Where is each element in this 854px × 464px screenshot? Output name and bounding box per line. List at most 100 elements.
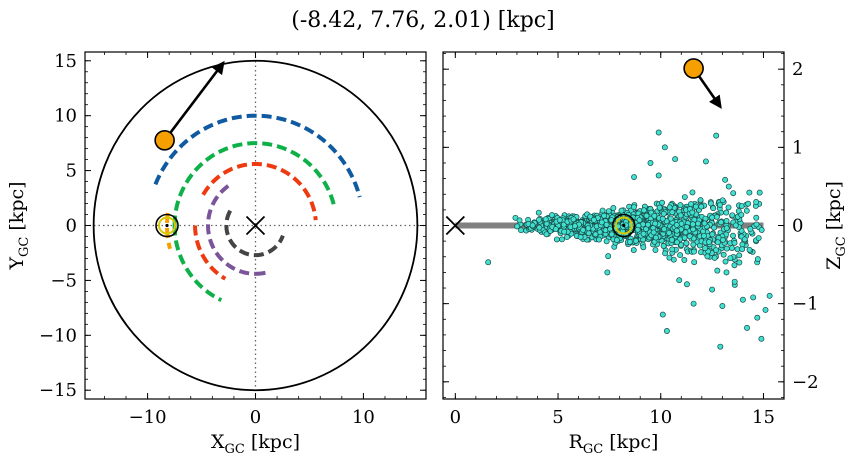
scatter-point bbox=[704, 253, 711, 260]
scatter-point bbox=[689, 209, 696, 216]
xy-map-xtick-label: 0 bbox=[250, 407, 261, 428]
scatter-point bbox=[695, 220, 701, 227]
scatter-point bbox=[677, 252, 684, 259]
scatter-point bbox=[587, 213, 594, 220]
scatter-point bbox=[723, 218, 730, 224]
scatter-point bbox=[659, 215, 666, 222]
scatter-point bbox=[632, 237, 639, 244]
source-marker-rz bbox=[683, 58, 704, 79]
scatter-point bbox=[663, 328, 670, 334]
xy-map-ytick-label: −15 bbox=[39, 380, 77, 401]
scatter-point bbox=[730, 190, 737, 197]
scatter-point bbox=[710, 205, 717, 212]
scatter-point bbox=[731, 239, 738, 246]
scatter-point bbox=[677, 202, 684, 209]
xy-map-xlabel: XGC [kpc] bbox=[211, 431, 300, 457]
scatter-point bbox=[585, 225, 592, 232]
scatter-point bbox=[766, 292, 773, 299]
scatter-point bbox=[701, 232, 707, 239]
scatter-point bbox=[762, 306, 769, 313]
source-marker bbox=[154, 129, 175, 151]
scatter-point bbox=[690, 300, 697, 307]
scatter-point bbox=[561, 228, 568, 235]
scatter-point bbox=[683, 224, 690, 230]
xy-map-ytick-label: 0 bbox=[66, 216, 77, 237]
scatter-point bbox=[723, 209, 730, 216]
scatter-point bbox=[652, 220, 659, 227]
scatter-point bbox=[580, 226, 586, 233]
scatter-point bbox=[678, 241, 685, 248]
scatter-point bbox=[627, 238, 633, 245]
orbit-arc-3 bbox=[201, 162, 318, 221]
scatter-point bbox=[713, 132, 720, 139]
scatter-point bbox=[666, 204, 673, 211]
scatter-point bbox=[666, 254, 673, 261]
scatter-point bbox=[604, 269, 611, 276]
scatter-point bbox=[731, 262, 738, 269]
scatter-point bbox=[758, 226, 765, 233]
sun-marker-rz bbox=[611, 213, 636, 238]
xy-map-ytick-label: −5 bbox=[50, 270, 77, 291]
scatter-point bbox=[698, 203, 705, 210]
xy-map-ylabel: YGC [kpc] bbox=[6, 181, 32, 270]
xy-map-ytick-label: 15 bbox=[54, 51, 77, 72]
rz-map-ytick-label: 2 bbox=[792, 59, 803, 80]
scatter-point bbox=[518, 227, 525, 234]
scatter-point bbox=[720, 251, 727, 258]
scatter-point bbox=[577, 234, 584, 241]
scatter-point bbox=[719, 197, 726, 204]
rz-map-content bbox=[445, 58, 773, 350]
scatter-point bbox=[542, 216, 549, 223]
scatter-point bbox=[516, 217, 523, 224]
scatter-point bbox=[564, 234, 570, 241]
scatter-point bbox=[673, 221, 680, 228]
xy-map-ytick-label: −10 bbox=[39, 325, 77, 346]
scatter-point bbox=[718, 219, 724, 226]
xy-map-panel: −10 0 10 −15 −10 −5 0 5 10 15 XGC [kpc] YGC [kpc] bbox=[6, 51, 427, 457]
xy-map-xtick-label: 10 bbox=[352, 407, 375, 428]
orbit-arc-0 bbox=[153, 113, 362, 198]
scatter-point bbox=[723, 269, 730, 276]
scatter-point bbox=[650, 229, 657, 236]
scatter-point bbox=[758, 335, 765, 342]
scatter-point bbox=[603, 238, 610, 245]
scatter-point bbox=[745, 200, 752, 207]
scatter-point bbox=[672, 156, 679, 163]
sun-marker bbox=[155, 213, 179, 238]
scatter-point bbox=[647, 160, 654, 166]
scatter-point bbox=[746, 189, 753, 196]
scatter-point bbox=[719, 237, 726, 243]
scatter-point bbox=[543, 231, 550, 238]
scatter-point bbox=[756, 189, 763, 196]
rz-map-ytick-label: −2 bbox=[792, 372, 819, 393]
orbit-arc-4 bbox=[193, 225, 227, 281]
rz-map-xtick-label: 5 bbox=[552, 407, 563, 428]
scatter-point bbox=[640, 207, 647, 214]
figure-title: (-8.42, 7.76, 2.01) [kpc] bbox=[291, 8, 554, 33]
scatter-point bbox=[728, 245, 735, 252]
scatter-point bbox=[656, 204, 663, 211]
rz-map-xlabel: RGC [kpc] bbox=[569, 431, 659, 457]
scatter-point bbox=[730, 232, 736, 239]
scatter-point bbox=[640, 230, 647, 237]
scatter-point bbox=[605, 253, 612, 260]
scatter-point bbox=[634, 226, 641, 233]
scatter-point bbox=[514, 223, 521, 230]
scatter-point bbox=[713, 214, 720, 220]
galactic-center-marker-rz bbox=[445, 215, 465, 236]
scatter-point bbox=[717, 201, 723, 208]
scatter-point bbox=[651, 212, 658, 219]
scatter-point bbox=[744, 324, 750, 331]
orbit-arc-6 bbox=[255, 270, 269, 276]
galactic-center-marker bbox=[245, 215, 266, 236]
scatter-point bbox=[711, 224, 718, 231]
scatter-point bbox=[691, 248, 697, 255]
scatter-point bbox=[690, 226, 697, 233]
scatter-point bbox=[684, 281, 690, 288]
scatter-point bbox=[661, 144, 668, 151]
scatter-point bbox=[601, 212, 608, 219]
velocity-arrow bbox=[163, 60, 225, 142]
scatter-point bbox=[640, 244, 647, 251]
scatter-point bbox=[690, 241, 697, 248]
scatter-point bbox=[707, 200, 714, 207]
